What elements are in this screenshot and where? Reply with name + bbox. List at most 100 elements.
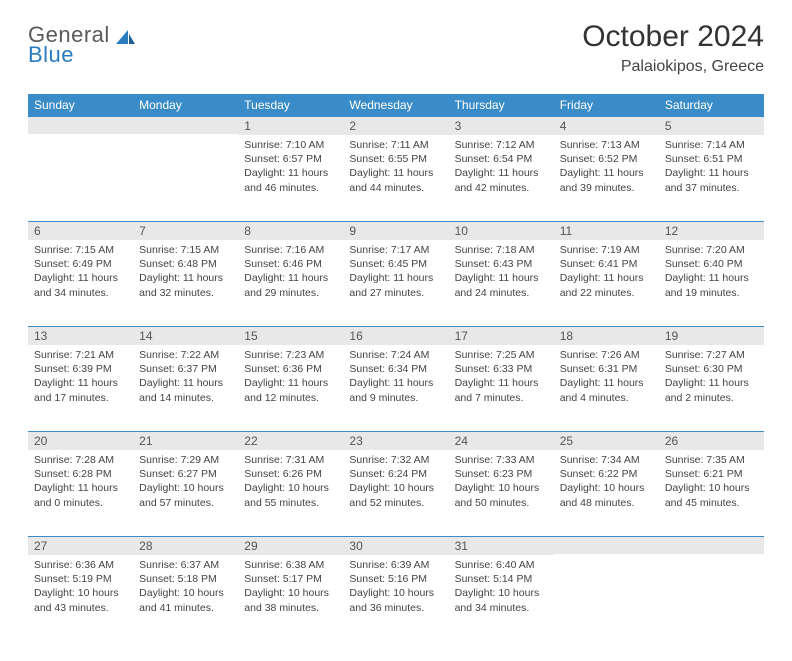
sunset-line: Sunset: 6:57 PM (244, 152, 337, 166)
sunset-line: Sunset: 6:22 PM (560, 467, 653, 481)
day-number: 31 (449, 536, 554, 555)
day-cell-top: 11 (554, 221, 659, 240)
sunrise-line: Sunrise: 6:39 AM (349, 558, 442, 572)
sunrise-line: Sunrise: 7:26 AM (560, 348, 653, 362)
day-cell-top: 12 (659, 221, 764, 240)
empty-day (554, 536, 659, 554)
empty-cell-body (28, 135, 133, 221)
sunset-line: Sunset: 6:21 PM (665, 467, 758, 481)
day-number: 19 (659, 326, 764, 345)
sunrise-line: Sunrise: 6:36 AM (34, 558, 127, 572)
sunset-line: Sunset: 6:33 PM (455, 362, 548, 376)
calendar-head: SundayMondayTuesdayWednesdayThursdayFrid… (28, 94, 764, 116)
daylight-line: Daylight: 11 hours and 7 minutes. (455, 376, 548, 404)
daylight-line: Daylight: 11 hours and 39 minutes. (560, 166, 653, 194)
day-cell-body: Sunrise: 7:17 AMSunset: 6:45 PMDaylight:… (343, 240, 448, 326)
empty-cell-body (659, 555, 764, 641)
sunset-line: Sunset: 6:40 PM (665, 257, 758, 271)
sunset-line: Sunset: 6:23 PM (455, 467, 548, 481)
day-number: 8 (238, 221, 343, 240)
daylight-line: Daylight: 11 hours and 4 minutes. (560, 376, 653, 404)
daynum-row: 6789101112 (28, 221, 764, 240)
sunrise-line: Sunrise: 6:40 AM (455, 558, 548, 572)
sunrise-line: Sunrise: 7:15 AM (139, 243, 232, 257)
sunset-line: Sunset: 6:24 PM (349, 467, 442, 481)
day-content: Sunrise: 6:39 AMSunset: 5:16 PMDaylight:… (343, 555, 448, 621)
empty-cell-top (28, 116, 133, 135)
day-cell-body: Sunrise: 7:24 AMSunset: 6:34 PMDaylight:… (343, 345, 448, 431)
day-cell-top: 5 (659, 116, 764, 135)
daylight-line: Daylight: 11 hours and 32 minutes. (139, 271, 232, 299)
daylight-line: Daylight: 11 hours and 12 minutes. (244, 376, 337, 404)
header: General Blue October 2024 Palaiokipos, G… (28, 20, 764, 76)
empty-cell-top (554, 536, 659, 555)
day-content: Sunrise: 6:37 AMSunset: 5:18 PMDaylight:… (133, 555, 238, 621)
day-number: 22 (238, 431, 343, 450)
day-cell-top: 10 (449, 221, 554, 240)
day-number: 25 (554, 431, 659, 450)
sunset-line: Sunset: 6:37 PM (139, 362, 232, 376)
day-cell-top: 22 (238, 431, 343, 450)
day-cell-top: 27 (28, 536, 133, 555)
daylight-line: Daylight: 11 hours and 14 minutes. (139, 376, 232, 404)
sunrise-line: Sunrise: 7:23 AM (244, 348, 337, 362)
day-cell-body: Sunrise: 6:38 AMSunset: 5:17 PMDaylight:… (238, 555, 343, 641)
day-cell-body: Sunrise: 6:36 AMSunset: 5:19 PMDaylight:… (28, 555, 133, 641)
day-cell-top: 9 (343, 221, 448, 240)
day-cell-top: 20 (28, 431, 133, 450)
daylight-line: Daylight: 11 hours and 2 minutes. (665, 376, 758, 404)
daycontent-row: Sunrise: 7:28 AMSunset: 6:28 PMDaylight:… (28, 450, 764, 536)
day-cell-body: Sunrise: 7:16 AMSunset: 6:46 PMDaylight:… (238, 240, 343, 326)
sunrise-line: Sunrise: 7:15 AM (34, 243, 127, 257)
sunrise-line: Sunrise: 7:22 AM (139, 348, 232, 362)
day-cell-top: 23 (343, 431, 448, 450)
day-cell-body: Sunrise: 7:12 AMSunset: 6:54 PMDaylight:… (449, 135, 554, 221)
daylight-line: Daylight: 10 hours and 38 minutes. (244, 586, 337, 614)
sunrise-line: Sunrise: 7:29 AM (139, 453, 232, 467)
day-content: Sunrise: 7:31 AMSunset: 6:26 PMDaylight:… (238, 450, 343, 516)
logo-word-bottom: Blue (28, 44, 110, 66)
sunrise-line: Sunrise: 7:31 AM (244, 453, 337, 467)
day-content: Sunrise: 7:12 AMSunset: 6:54 PMDaylight:… (449, 135, 554, 201)
day-cell-body: Sunrise: 7:22 AMSunset: 6:37 PMDaylight:… (133, 345, 238, 431)
day-number: 18 (554, 326, 659, 345)
day-content: Sunrise: 7:15 AMSunset: 6:48 PMDaylight:… (133, 240, 238, 306)
daycontent-row: Sunrise: 7:21 AMSunset: 6:39 PMDaylight:… (28, 345, 764, 431)
sunset-line: Sunset: 5:17 PM (244, 572, 337, 586)
day-cell-top: 6 (28, 221, 133, 240)
day-number: 27 (28, 536, 133, 555)
day-content: Sunrise: 7:17 AMSunset: 6:45 PMDaylight:… (343, 240, 448, 306)
empty-day (133, 116, 238, 134)
daylight-line: Daylight: 11 hours and 17 minutes. (34, 376, 127, 404)
empty-cell-top (659, 536, 764, 555)
weekday-header: Sunday (28, 94, 133, 116)
weekday-header: Wednesday (343, 94, 448, 116)
logo-text: General Blue (28, 24, 110, 66)
day-cell-body: Sunrise: 6:40 AMSunset: 5:14 PMDaylight:… (449, 555, 554, 641)
sunrise-line: Sunrise: 6:38 AM (244, 558, 337, 572)
day-content: Sunrise: 7:27 AMSunset: 6:30 PMDaylight:… (659, 345, 764, 411)
sunset-line: Sunset: 6:27 PM (139, 467, 232, 481)
day-cell-body: Sunrise: 7:14 AMSunset: 6:51 PMDaylight:… (659, 135, 764, 221)
empty-cell-top (133, 116, 238, 135)
day-cell-body: Sunrise: 7:25 AMSunset: 6:33 PMDaylight:… (449, 345, 554, 431)
day-number: 30 (343, 536, 448, 555)
day-cell-top: 16 (343, 326, 448, 345)
day-cell-top: 1 (238, 116, 343, 135)
day-cell-body: Sunrise: 7:11 AMSunset: 6:55 PMDaylight:… (343, 135, 448, 221)
day-content: Sunrise: 7:26 AMSunset: 6:31 PMDaylight:… (554, 345, 659, 411)
daylight-line: Daylight: 11 hours and 29 minutes. (244, 271, 337, 299)
daylight-line: Daylight: 11 hours and 24 minutes. (455, 271, 548, 299)
sunrise-line: Sunrise: 7:14 AM (665, 138, 758, 152)
day-number: 10 (449, 221, 554, 240)
day-cell-top: 21 (133, 431, 238, 450)
sunset-line: Sunset: 6:48 PM (139, 257, 232, 271)
day-content: Sunrise: 7:10 AMSunset: 6:57 PMDaylight:… (238, 135, 343, 201)
sunset-line: Sunset: 6:43 PM (455, 257, 548, 271)
day-number: 3 (449, 116, 554, 135)
sunrise-line: Sunrise: 7:28 AM (34, 453, 127, 467)
sunrise-line: Sunrise: 7:34 AM (560, 453, 653, 467)
day-cell-top: 7 (133, 221, 238, 240)
sunrise-line: Sunrise: 7:12 AM (455, 138, 548, 152)
sunset-line: Sunset: 6:45 PM (349, 257, 442, 271)
